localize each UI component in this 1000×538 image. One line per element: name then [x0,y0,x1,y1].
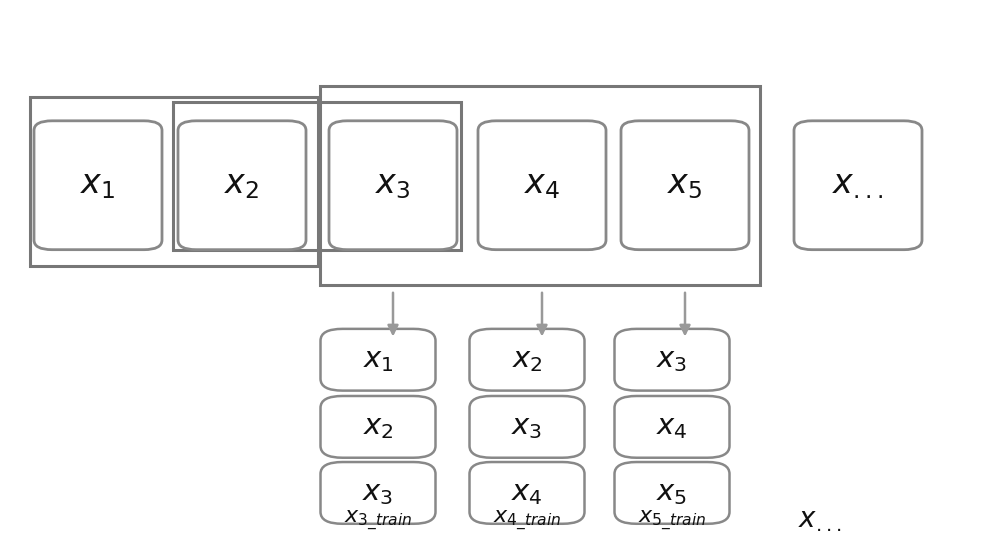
Text: $\mathit{x}_{...}$: $\mathit{x}_{...}$ [832,169,884,201]
Text: $\mathit{x}_{5\_train}$: $\mathit{x}_{5\_train}$ [638,508,706,533]
Bar [320,86,760,285]
Text: $\mathit{x}_1$: $\mathit{x}_1$ [80,169,116,201]
Bar [30,97,318,266]
FancyBboxPatch shape [320,396,436,458]
Text: $\mathit{x}_3$: $\mathit{x}_3$ [511,413,543,441]
Text: $\mathit{x}_{3\_train}$: $\mathit{x}_{3\_train}$ [344,508,412,533]
FancyBboxPatch shape [621,121,749,250]
FancyBboxPatch shape [34,121,162,250]
Text: $\mathit{x}_2$: $\mathit{x}_2$ [512,346,542,374]
FancyBboxPatch shape [794,121,922,250]
FancyBboxPatch shape [329,121,457,250]
FancyBboxPatch shape [178,121,306,250]
Text: $\mathit{x}_3$: $\mathit{x}_3$ [656,346,688,374]
Bar [173,102,461,250]
FancyBboxPatch shape [470,329,584,391]
Text: $\mathit{x}_2$: $\mathit{x}_2$ [363,413,393,441]
FancyBboxPatch shape [614,396,730,458]
Text: $\mathit{x}_1$: $\mathit{x}_1$ [363,346,393,374]
Text: $\mathit{x}_4$: $\mathit{x}_4$ [656,413,688,441]
Text: $\mathit{x}_2$: $\mathit{x}_2$ [224,169,260,201]
Text: $\mathit{x}_3$: $\mathit{x}_3$ [375,169,411,201]
Text: $\mathit{x}_5$: $\mathit{x}_5$ [656,479,688,507]
FancyBboxPatch shape [320,462,436,524]
Text: $\mathit{x}_{4\_train}$: $\mathit{x}_{4\_train}$ [493,508,561,533]
FancyBboxPatch shape [470,396,584,458]
FancyBboxPatch shape [614,462,730,524]
Text: $\mathit{x}_{...}$: $\mathit{x}_{...}$ [798,507,842,534]
FancyBboxPatch shape [320,329,436,391]
Text: $\mathit{x}_5$: $\mathit{x}_5$ [667,169,703,201]
FancyBboxPatch shape [470,462,584,524]
Text: $\mathit{x}_4$: $\mathit{x}_4$ [524,169,560,201]
Text: $\mathit{x}_4$: $\mathit{x}_4$ [511,479,543,507]
Text: $\mathit{x}_3$: $\mathit{x}_3$ [362,479,394,507]
FancyBboxPatch shape [614,329,730,391]
FancyBboxPatch shape [478,121,606,250]
